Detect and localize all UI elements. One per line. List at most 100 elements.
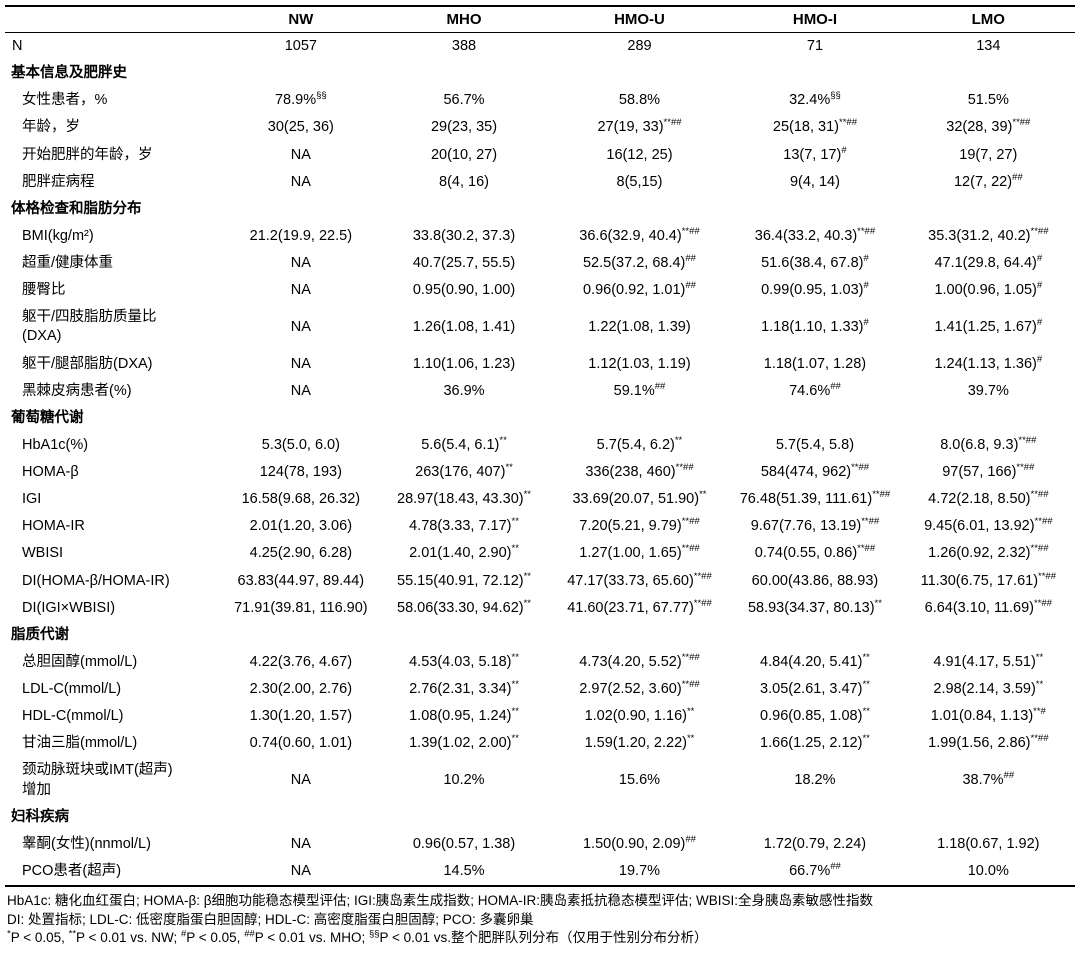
table-row: 黑棘皮病患者(%) NA 36.9% 59.1%## 74.6%## 39.7% bbox=[5, 378, 1075, 405]
footnote-abbreviations-2: DI: 处置指标; LDL-C: 低密度脂蛋白胆固醇; HDL-C: 高密度脂蛋… bbox=[7, 911, 534, 927]
cell-value: 51.5% bbox=[967, 92, 1009, 109]
cell-value: 1057 bbox=[284, 38, 317, 54]
cell-value: 2.30(2.00, 2.76) bbox=[249, 681, 353, 697]
cell-value: 6.64(3.10, 11.69)**## bbox=[924, 597, 1052, 616]
cell-value: 15.6% bbox=[618, 771, 661, 788]
cell-value: 59.1%## bbox=[613, 380, 666, 399]
row-label: 甘油三脂(mmol/L) bbox=[22, 735, 138, 752]
cell-value: NA bbox=[290, 173, 311, 190]
significance-marker: ** bbox=[686, 706, 695, 718]
cell-value: 60.00(43.86, 88.93) bbox=[751, 572, 879, 589]
cell-value: 58.06(33.30, 94.62)** bbox=[397, 597, 531, 616]
cell-value: 36.4(33.2, 40.3)**## bbox=[754, 226, 876, 244]
cell-value: 5.3(5.0, 6.0) bbox=[261, 436, 340, 453]
cell-value: 66.7%## bbox=[789, 861, 841, 879]
cell-value: 1.18(1.07, 1.28) bbox=[763, 355, 867, 372]
section-row: 脂质代谢 bbox=[5, 622, 1075, 649]
cell-value: 1.99(1.56, 2.86)**## bbox=[928, 733, 1049, 752]
cell-value: 13(7, 17)# bbox=[783, 144, 847, 163]
significance-marker: ** bbox=[511, 733, 519, 745]
significance-marker: **## bbox=[681, 679, 700, 691]
cell-value: 124(78, 193) bbox=[259, 464, 342, 480]
cell-value: NA bbox=[290, 255, 311, 271]
table-row: HOMA-β 124(78, 193) 263(176, 407)** 336(238… bbox=[5, 459, 1075, 486]
cell-value: 76.48(51.39, 111.61)**## bbox=[739, 489, 891, 508]
cell-value: 5.7(5.4, 5.8) bbox=[775, 436, 855, 453]
cell-value: 2.01(1.20, 3.06) bbox=[249, 518, 353, 535]
row-label: PCO患者(超声) bbox=[22, 862, 122, 879]
cell-value: 1.02(0.90, 1.16)** bbox=[584, 706, 695, 725]
cell-value: 18.2% bbox=[794, 771, 836, 788]
cell-value: 8(4, 16) bbox=[439, 173, 489, 190]
significance-marker: **## bbox=[1034, 597, 1052, 609]
table-row: 睾酮(女性)(nnmol/L) NA 0.96(0.57, 1.38) 1.50(0.… bbox=[5, 831, 1075, 858]
row-label: 腰臀比 bbox=[22, 282, 66, 299]
table-row: 甘油三脂(mmol/L) 0.74(0.60, 1.01) 1.39(1.02, 2… bbox=[5, 730, 1075, 757]
column-header-mho: MHO bbox=[446, 11, 482, 28]
cell-value: 1.27(1.00, 1.65)**## bbox=[579, 543, 700, 562]
table-body: N 1057 388 289 71 134 基本信息及肥胖史 女性患者，% 78.9%§§ 56.… bbox=[5, 33, 1075, 887]
significance-marker: ** bbox=[523, 489, 531, 501]
significance-marker: **## bbox=[681, 652, 700, 664]
cell-value: 12(7, 22)## bbox=[953, 171, 1023, 190]
significance-marker: ** bbox=[874, 597, 882, 609]
cell-value: 4.53(4.03, 5.18)** bbox=[409, 652, 519, 670]
cell-value: 4.22(3.76, 4.67) bbox=[249, 653, 353, 670]
cell-value: NA bbox=[290, 355, 311, 372]
cell-value: 1.72(0.79, 2.24) bbox=[763, 835, 867, 852]
cell-value: 388 bbox=[451, 38, 477, 54]
significance-marker: **## bbox=[872, 489, 891, 501]
cell-value: 1.22(1.08, 1.39) bbox=[588, 318, 691, 335]
cell-value: 52.5(37.2, 68.4)## bbox=[582, 253, 696, 271]
cell-value: 55.15(40.91, 72.12)** bbox=[397, 570, 531, 589]
cell-value: 4.91(4.17, 5.51)** bbox=[933, 652, 1044, 670]
cell-value: 1.08(0.95, 1.24)** bbox=[409, 706, 519, 725]
row-label: 总胆固醇(mmol/L) bbox=[22, 653, 138, 670]
section-row: 基本信息及肥胖史 bbox=[5, 60, 1075, 87]
cell-value: 11.30(6.75, 17.61)**## bbox=[920, 570, 1056, 589]
table-header: NW MHO HMO-U HMO-I LMO bbox=[5, 6, 1075, 33]
significance-marker: **## bbox=[861, 516, 880, 528]
significance-marker: ## bbox=[685, 833, 696, 845]
significance-marker: ## bbox=[1012, 171, 1023, 183]
cell-value: 0.96(0.92, 1.01)## bbox=[582, 280, 696, 299]
cell-value: 9(4, 14) bbox=[789, 173, 840, 190]
significance-marker: **## bbox=[839, 117, 857, 129]
cell-value: 33.8(30.2, 37.3) bbox=[412, 227, 516, 244]
row-label: DI(HOMA-β/HOMA-IR) bbox=[22, 572, 170, 589]
significance-marker: ## bbox=[685, 253, 696, 265]
significance-marker: ** bbox=[511, 516, 519, 528]
stats-table: NW MHO HMO-U HMO-I LMO N 1057 388 289 71 134 基… bbox=[5, 5, 1075, 887]
row-label: 肥胖症病程 bbox=[22, 173, 95, 190]
cell-value: 1.24(1.13, 1.36)# bbox=[934, 353, 1043, 372]
significance-marker: # bbox=[863, 253, 869, 265]
header-row: NW MHO HMO-U HMO-I LMO bbox=[5, 6, 1075, 33]
significance-marker: ** bbox=[499, 435, 507, 447]
significance-marker: ** bbox=[1035, 652, 1044, 664]
cell-value: 289 bbox=[627, 38, 652, 54]
row-label: DI(IGI×WBISI) bbox=[22, 599, 116, 616]
row-label: 颈动脉斑块或IMT(超声) 增加 bbox=[22, 762, 173, 798]
section-label: 脂质代谢 bbox=[11, 626, 69, 643]
significance-marker: ** bbox=[862, 733, 870, 745]
significance-marker: **## bbox=[1030, 489, 1049, 501]
cell-value: 97(57, 166)**## bbox=[942, 462, 1035, 480]
significance-marker: **## bbox=[857, 226, 876, 238]
cell-value: 47.17(33.73, 65.60)**## bbox=[567, 570, 712, 589]
table-row: HOMA-IR 2.01(1.20, 3.06) 4.78(3.33, 7.17)*… bbox=[5, 513, 1075, 540]
cell-value: 1.12(1.03, 1.19) bbox=[588, 355, 691, 372]
significance-marker: **## bbox=[663, 117, 682, 129]
row-label: LDL-C(mmol/L) bbox=[22, 681, 122, 697]
cell-value: 2.97(2.52, 3.60)**## bbox=[579, 679, 700, 697]
cell-value: 1.59(1.20, 2.22)** bbox=[584, 733, 695, 752]
cell-value: 28.97(18.43, 43.30)** bbox=[397, 489, 531, 508]
significance-marker: **## bbox=[1018, 435, 1037, 447]
table-row: HbA1c(%) 5.3(5.0, 6.0) 5.6(5.4, 6.1)** 5.7(… bbox=[5, 432, 1075, 459]
cell-value: 2.98(2.14, 3.59)** bbox=[933, 679, 1044, 697]
cell-value: 4.78(3.33, 7.17)** bbox=[409, 516, 519, 535]
section-row: 体格检查和脂肪分布 bbox=[5, 196, 1075, 223]
table-row: PCO患者(超声) NA 14.5% 19.7% 66.7%## 10.0% bbox=[5, 858, 1075, 886]
cell-value: 29(23, 35) bbox=[430, 119, 498, 136]
table-row: BMI(kg/m²) 21.2(19.9, 22.5) 33.8(30.2, 37.… bbox=[5, 223, 1075, 250]
cell-value: 63.83(44.97, 89.44) bbox=[237, 572, 365, 589]
